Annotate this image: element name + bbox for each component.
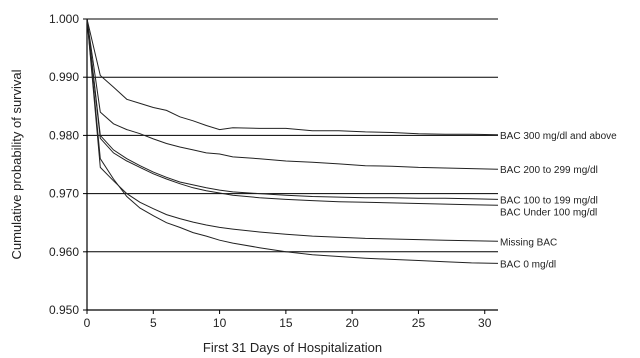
x-tick-label: 20 [345,316,359,330]
series-labels: BAC 300 mg/dl and above BAC 200 to 299 mg… [500,131,617,271]
y-tick-label: 0.960 [49,245,79,259]
series-line-5 [86,18,499,264]
series-label-3: BAC Under 100 mg/dl [500,207,597,218]
series-line-4 [86,18,499,242]
axes: 0.950 0.960 0.970 0.980 0.990 1.000 0 5 10 15 20 25… [49,12,498,330]
series-line-0 [86,18,499,136]
grid [87,18,498,311]
y-tick-label: 1.000 [49,12,79,26]
x-tick-label: 5 [150,316,157,330]
series-label-0: BAC 300 mg/dl and above [500,131,617,142]
y-tick-label: 0.970 [49,187,79,201]
y-tick-label: 0.980 [49,128,79,142]
y-tick-label: 0.950 [49,303,79,317]
series-label-5: BAC 0 mg/dl [500,259,556,270]
x-tick-label: 0 [84,316,91,330]
series-line-1 [86,18,499,170]
x-tick-label: 25 [412,316,426,330]
series-label-2: BAC 100 to 199 mg/dl [500,195,598,206]
x-tick-label: 15 [279,316,293,330]
series-line-3 [86,18,499,206]
y-tick-label: 0.990 [49,70,79,84]
x-tick-label: 30 [478,316,492,330]
series-group [86,18,499,264]
series-label-4: Missing BAC [500,237,557,248]
series-label-1: BAC 200 to 299 mg/dl [500,165,598,176]
y-axis-title: Cumulative probability of survival [9,69,24,259]
x-tick-label: 10 [213,316,227,330]
x-axis-title: First 31 Days of Hospitalization [203,340,382,355]
series-line-2 [86,18,499,200]
